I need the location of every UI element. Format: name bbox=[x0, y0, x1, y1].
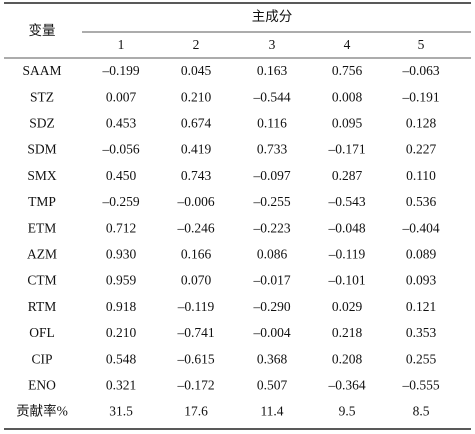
cell: 0.029 bbox=[332, 299, 363, 314]
cell: 0.507 bbox=[257, 377, 288, 392]
cell: –0.017 bbox=[252, 273, 290, 288]
row-label: ENO bbox=[28, 377, 56, 392]
row-label: AZM bbox=[27, 246, 57, 261]
cell: –0.199 bbox=[101, 63, 139, 78]
cell: –0.290 bbox=[252, 299, 290, 314]
cell: 0.210 bbox=[106, 325, 137, 340]
cell: –0.364 bbox=[327, 377, 365, 392]
row-label: SMX bbox=[27, 168, 57, 183]
column-header: 5 bbox=[418, 37, 425, 52]
column-header: 3 bbox=[269, 37, 276, 52]
cell: 0.095 bbox=[332, 115, 363, 130]
cell: 0.959 bbox=[106, 273, 137, 288]
cell: 0.712 bbox=[106, 220, 136, 235]
cell: –0.404 bbox=[401, 220, 439, 235]
cell: 0.166 bbox=[181, 246, 212, 261]
cell: –0.543 bbox=[327, 194, 365, 209]
cell: 0.743 bbox=[181, 168, 212, 183]
cell: 0.227 bbox=[406, 142, 437, 157]
cell: 8.5 bbox=[413, 404, 430, 419]
cell: 0.353 bbox=[406, 325, 437, 340]
cell: –0.101 bbox=[327, 273, 365, 288]
cell: –0.171 bbox=[327, 142, 365, 157]
cell: 0.453 bbox=[106, 115, 137, 130]
cell: 0.208 bbox=[332, 351, 363, 366]
cell: –0.555 bbox=[401, 377, 439, 392]
row-label: SAAM bbox=[22, 63, 61, 78]
cell: 0.674 bbox=[181, 115, 212, 130]
cell: 17.6 bbox=[184, 404, 208, 419]
cell: –0.615 bbox=[176, 351, 214, 366]
column-header: 2 bbox=[193, 37, 200, 52]
cell: –0.048 bbox=[327, 220, 365, 235]
cell: 0.128 bbox=[406, 115, 437, 130]
cell: 0.450 bbox=[106, 168, 137, 183]
row-label: RTM bbox=[28, 299, 56, 314]
cell: –0.741 bbox=[176, 325, 214, 340]
cell: 0.163 bbox=[257, 63, 288, 78]
cell: 0.930 bbox=[106, 246, 137, 261]
row-label: STZ bbox=[30, 89, 54, 104]
cell: –0.097 bbox=[252, 168, 290, 183]
cell: 0.536 bbox=[406, 194, 437, 209]
row-label: SDZ bbox=[29, 115, 55, 130]
row-label: 贡献率% bbox=[16, 403, 68, 419]
row-header: 变量 bbox=[29, 23, 56, 38]
cell: –0.006 bbox=[176, 194, 214, 209]
row-label: TMP bbox=[28, 194, 56, 209]
cell: 0.121 bbox=[406, 299, 436, 314]
cell: 0.368 bbox=[257, 351, 288, 366]
column-header: 4 bbox=[344, 37, 351, 52]
cell: –0.223 bbox=[252, 220, 290, 235]
group-header: 主成分 bbox=[252, 9, 293, 24]
cell: 0.089 bbox=[406, 246, 437, 261]
cell: 9.5 bbox=[339, 404, 356, 419]
cell: 0.218 bbox=[332, 325, 363, 340]
cell: 0.210 bbox=[181, 89, 212, 104]
cell: 0.756 bbox=[332, 63, 363, 78]
cell: 0.419 bbox=[181, 142, 212, 157]
cell: 0.116 bbox=[257, 115, 287, 130]
cell: 0.007 bbox=[106, 89, 137, 104]
row-label: OFL bbox=[29, 325, 55, 340]
cell: –0.119 bbox=[328, 246, 366, 261]
cell: –0.259 bbox=[101, 194, 139, 209]
cell: 0.070 bbox=[181, 273, 212, 288]
cell: 0.548 bbox=[106, 351, 137, 366]
cell: 0.287 bbox=[332, 168, 363, 183]
cell: 0.045 bbox=[181, 63, 212, 78]
cell: –0.172 bbox=[176, 377, 214, 392]
cell: –0.056 bbox=[101, 142, 139, 157]
column-header: 1 bbox=[118, 37, 125, 52]
cell: 31.5 bbox=[109, 404, 133, 419]
row-label: SDM bbox=[27, 142, 56, 157]
cell: 0.918 bbox=[106, 299, 137, 314]
cell: 0.110 bbox=[406, 168, 436, 183]
cell: –0.246 bbox=[176, 220, 214, 235]
cell: –0.255 bbox=[252, 194, 290, 209]
row-label: CIP bbox=[31, 351, 52, 366]
cell: –0.004 bbox=[252, 325, 290, 340]
cell: –0.063 bbox=[401, 63, 439, 78]
cell: 11.4 bbox=[260, 404, 283, 419]
cell: 0.255 bbox=[406, 351, 437, 366]
cell: 0.093 bbox=[406, 273, 437, 288]
cell: 0.321 bbox=[106, 377, 136, 392]
cell: 0.086 bbox=[257, 246, 288, 261]
row-label: ETM bbox=[28, 220, 57, 235]
cell: –0.544 bbox=[252, 89, 290, 104]
row-label: CTM bbox=[27, 273, 56, 288]
cell: 0.008 bbox=[332, 89, 363, 104]
cell: 0.733 bbox=[257, 142, 288, 157]
cell: –0.119 bbox=[177, 299, 215, 314]
cell: –0.191 bbox=[401, 89, 439, 104]
